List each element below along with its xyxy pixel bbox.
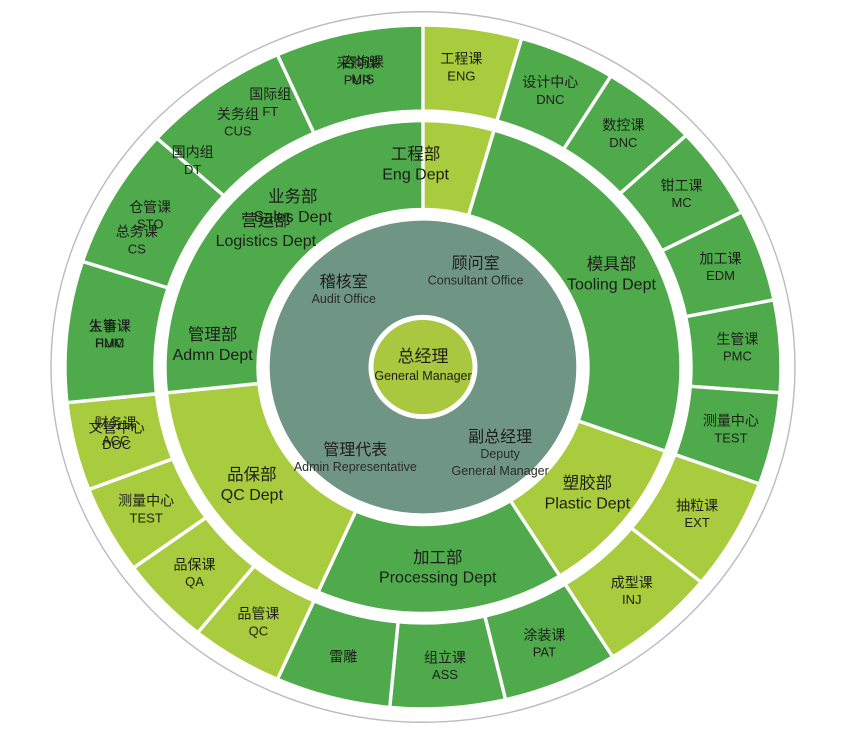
department-ring — [163, 118, 683, 616]
outer-border — [50, 11, 796, 723]
section-pur-7-3[interactable] — [275, 23, 425, 135]
department-tooling-dept[interactable] — [466, 128, 683, 453]
section-ass-5-1[interactable] — [388, 614, 508, 711]
general-manager-node[interactable] — [368, 314, 478, 420]
diagram-outer-ring — [50, 11, 796, 723]
core-circle — [368, 314, 478, 420]
section-pmc-3-4[interactable] — [684, 298, 783, 395]
department-logistics-dept[interactable] — [163, 118, 425, 395]
section-ring — [63, 23, 783, 711]
